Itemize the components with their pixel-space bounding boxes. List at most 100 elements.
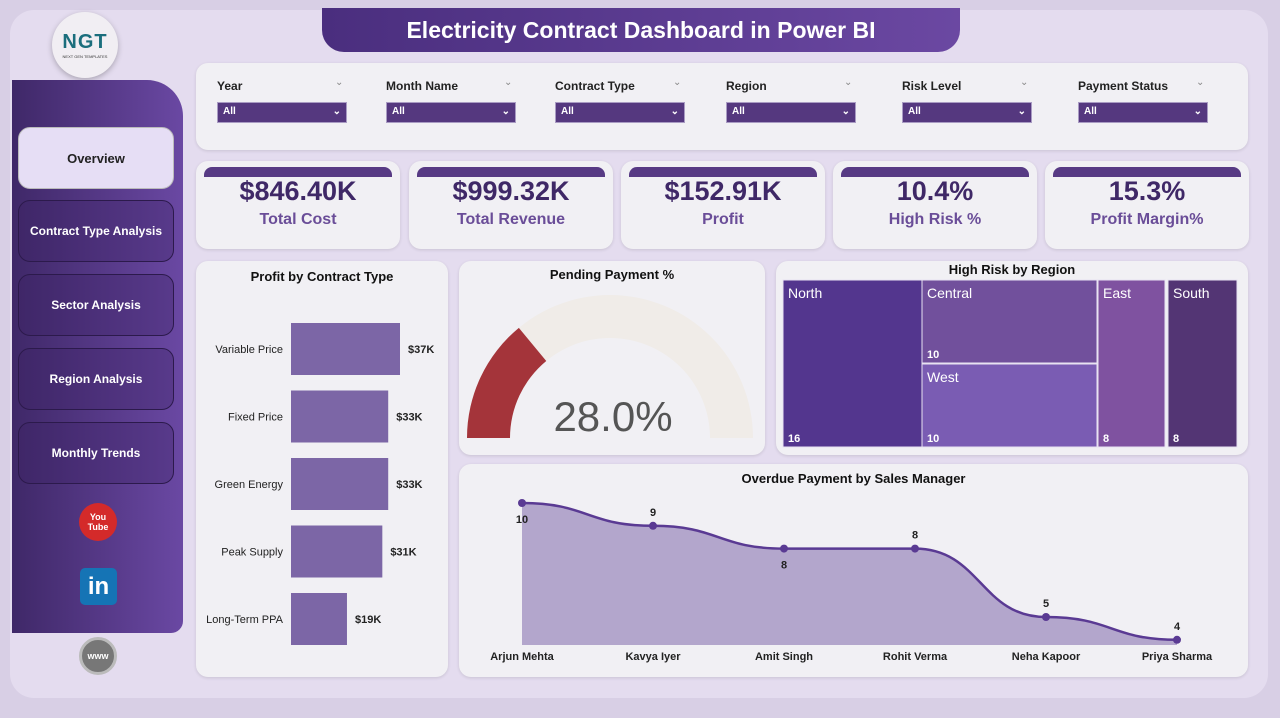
- data-point[interactable]: [649, 521, 657, 530]
- treemap-tile-west[interactable]: [921, 363, 1098, 448]
- data-label: 8: [912, 530, 918, 542]
- data-point[interactable]: [1042, 613, 1050, 621]
- kpi-value: $846.40K: [239, 176, 357, 206]
- kpi-accent-bar: [1053, 167, 1241, 177]
- treemap-tile-south[interactable]: [1167, 279, 1238, 448]
- chart-title: Profit by Contract Type: [250, 269, 394, 284]
- data-label: 5: [1043, 598, 1049, 610]
- bar[interactable]: [291, 525, 383, 578]
- filter-label: Year: [217, 79, 243, 93]
- kpi-value: 10.4%: [896, 176, 974, 206]
- globe-www-icon[interactable]: www: [79, 637, 117, 675]
- gauge-value: 28.0%: [553, 393, 672, 440]
- area-fill: [522, 503, 1177, 645]
- tile-value: 8: [1103, 433, 1109, 445]
- filter-dropdown[interactable]: All ⌄: [902, 102, 1032, 123]
- nav-region-analysis[interactable]: Region Analysis: [18, 348, 174, 410]
- filter-label: Contract Type: [555, 79, 635, 93]
- nav-contract-type-analysis[interactable]: Contract Type Analysis: [18, 200, 174, 262]
- treemap-tile-east[interactable]: [1097, 279, 1166, 448]
- nav-sector-analysis[interactable]: Sector Analysis: [18, 274, 174, 336]
- kpi-accent-bar: [629, 167, 817, 177]
- chevron-down-icon: ⌄: [841, 106, 850, 117]
- ngt-logo[interactable]: NGT NEXT GEN TEMPLATES: [52, 12, 118, 78]
- kpi-label: High Risk %: [888, 211, 982, 228]
- nav-monthly-trends[interactable]: Monthly Trends: [18, 422, 174, 484]
- chevron-down-icon[interactable]: ⌄: [1196, 77, 1205, 88]
- bar-data-label: $33K: [396, 412, 422, 424]
- chevron-down-icon[interactable]: ⌄: [504, 77, 513, 88]
- filter-dropdown[interactable]: All ⌄: [555, 102, 685, 123]
- filter-dropdown[interactable]: All ⌄: [217, 102, 347, 123]
- kpi-card: $152.91K Profit: [621, 161, 825, 249]
- bar-data-label: $33K: [396, 479, 422, 491]
- filter-label: Payment Status: [1078, 79, 1169, 93]
- x-tick-label: Arjun Mehta: [490, 651, 554, 663]
- chevron-down-icon: ⌄: [1193, 106, 1202, 117]
- data-label: 10: [516, 514, 528, 526]
- data-label: 4: [1174, 621, 1181, 633]
- x-tick-label: Kavya Iyer: [625, 651, 681, 663]
- filter-dropdown[interactable]: All ⌄: [1078, 102, 1208, 123]
- filter-label: Month Name: [386, 79, 458, 93]
- tile-label: East: [1103, 285, 1131, 301]
- nav-label: Monthly Trends: [51, 446, 141, 460]
- data-point[interactable]: [1173, 635, 1181, 644]
- filter-label: Region: [726, 79, 767, 93]
- bar-category-label: Fixed Price: [228, 412, 283, 424]
- treemap-tile-north[interactable]: [782, 279, 923, 448]
- data-point[interactable]: [911, 544, 919, 553]
- chevron-down-icon[interactable]: ⌄: [335, 77, 344, 88]
- bar-category-label: Long-Term PPA: [206, 614, 283, 626]
- treemap-tile-central[interactable]: [921, 279, 1098, 364]
- kpi-card: 15.3% Profit Margin%: [1045, 161, 1249, 249]
- bar-data-label: $37K: [408, 344, 434, 356]
- chevron-down-icon[interactable]: ⌄: [844, 77, 853, 88]
- linkedin-icon[interactable]: in: [80, 568, 117, 605]
- nav-label: Overview: [67, 150, 125, 166]
- filter-dropdown[interactable]: All ⌄: [386, 102, 516, 123]
- data-label: 8: [781, 560, 787, 572]
- dropdown-value: All: [732, 106, 745, 117]
- gauge-track: [467, 295, 753, 438]
- filter-panel: [196, 63, 1248, 150]
- tile-value: 10: [927, 349, 939, 361]
- chevron-down-icon[interactable]: ⌄: [673, 77, 682, 88]
- x-tick-label: Rohit Verma: [883, 651, 948, 663]
- kpi-accent-bar: [204, 167, 392, 177]
- page-title: Electricity Contract Dashboard in Power …: [322, 8, 960, 52]
- kpi-accent-bar: [417, 167, 605, 177]
- bar[interactable]: [291, 390, 389, 443]
- nav-label: Contract Type Analysis: [29, 224, 163, 238]
- bar-data-label: $31K: [390, 547, 416, 559]
- bar[interactable]: [291, 458, 389, 510]
- chevron-down-icon: ⌄: [501, 106, 510, 117]
- profit-by-contract-type-card: Profit by Contract Type Variable Price $3…: [196, 261, 448, 677]
- x-tick-label: Priya Sharma: [1142, 651, 1213, 663]
- kpi-value: $999.32K: [452, 176, 570, 206]
- tile-label: North: [788, 285, 822, 301]
- kpi-label: Total Cost: [259, 211, 337, 228]
- tile-label: South: [1173, 285, 1210, 301]
- tile-value: 10: [927, 433, 939, 445]
- bar-data-label: $19K: [355, 614, 381, 626]
- pending-payment-card: Pending Payment % 28.0%: [459, 261, 765, 455]
- data-point[interactable]: [518, 499, 526, 507]
- nav-overview[interactable]: Overview: [18, 127, 174, 189]
- bar[interactable]: [291, 323, 400, 375]
- overdue-payment-card: Overdue Payment by Sales Manager 10 Arjun…: [459, 464, 1248, 677]
- kpi-card: 10.4% High Risk %: [833, 161, 1037, 249]
- chart-title: Overdue Payment by Sales Manager: [741, 471, 966, 486]
- chevron-down-icon: ⌄: [1017, 106, 1026, 117]
- kpi-accent-bar: [841, 167, 1029, 177]
- kpi-card: $846.40K Total Cost: [196, 161, 400, 249]
- tile-label: West: [927, 369, 959, 385]
- filter-dropdown[interactable]: All ⌄: [726, 102, 856, 123]
- tile-value: 8: [1173, 433, 1179, 445]
- data-point[interactable]: [780, 544, 788, 553]
- bar[interactable]: [291, 593, 347, 645]
- youtube-icon[interactable]: You Tube: [79, 503, 117, 541]
- nav-label: Sector Analysis: [51, 298, 141, 312]
- chevron-down-icon[interactable]: ⌄: [1020, 77, 1029, 88]
- dropdown-value: All: [1084, 106, 1097, 117]
